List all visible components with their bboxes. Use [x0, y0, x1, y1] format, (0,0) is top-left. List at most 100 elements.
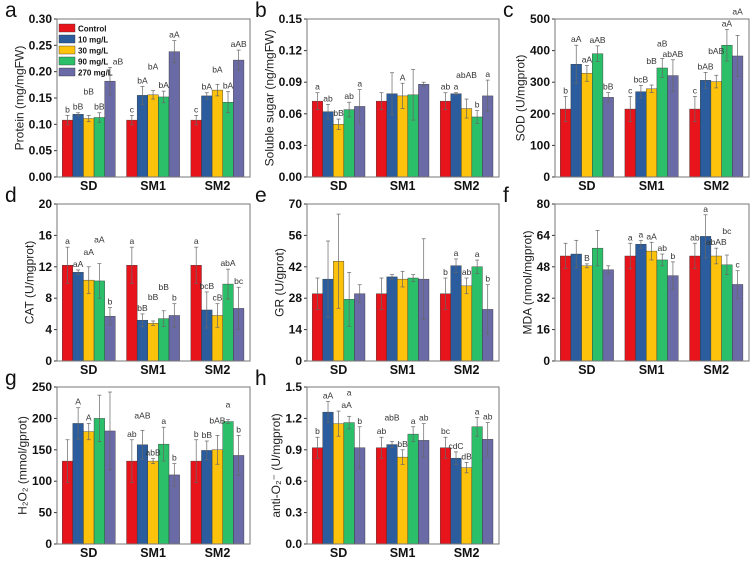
- bar-SM2-series-3: [471, 266, 483, 362]
- significance-label: bB: [333, 108, 344, 118]
- y-tick-label: 14: [289, 323, 303, 337]
- panel-letter: g: [5, 367, 17, 390]
- significance-label: b: [172, 453, 177, 463]
- y-axis-label: MDA (nmol/mgprot): [520, 230, 534, 334]
- significance-label: bc: [234, 276, 244, 286]
- significance-label: bB: [94, 102, 105, 112]
- significance-label: b: [357, 416, 362, 426]
- legend-label-2: 30 mg/L: [78, 47, 108, 56]
- significance-label: a: [357, 79, 362, 89]
- y-tick-label: 0.25: [29, 38, 53, 52]
- y-tick-label: 0: [45, 537, 52, 551]
- y-tick-label: 250: [32, 380, 52, 394]
- bar-SM2-series-0: [190, 119, 202, 178]
- y-tick-label: 16: [39, 228, 53, 242]
- bar-SM1-series-2: [397, 456, 409, 545]
- y-tick-label: 16: [537, 323, 551, 337]
- y-tick-label: 0.12: [279, 44, 303, 58]
- bar-SM2-series-0: [689, 255, 701, 362]
- significance-label: bA: [148, 62, 159, 72]
- significance-label: bA: [137, 75, 148, 85]
- group-label: SD: [578, 363, 595, 377]
- significance-label: b: [563, 85, 568, 95]
- significance-label: a: [628, 232, 633, 242]
- significance-label: aB: [113, 56, 124, 66]
- plot-frame: [56, 203, 251, 362]
- group-label: SM1: [140, 363, 166, 377]
- group-label: SM1: [390, 546, 416, 560]
- legend-label-3: 90 mg/L: [78, 58, 108, 67]
- bar-SD-series-4: [602, 97, 614, 178]
- significance-label: A: [86, 412, 92, 422]
- significance-label: bB: [202, 430, 213, 440]
- significance-label: bB: [73, 102, 84, 112]
- y-tick-label: 100: [530, 138, 550, 152]
- significance-label: a: [226, 400, 231, 410]
- significance-label: a: [161, 416, 166, 426]
- significance-label: ab: [377, 426, 387, 436]
- y-axis-label: Soluble sugar (ng/mgFW): [262, 30, 276, 167]
- y-tick-label: 8: [45, 291, 52, 305]
- significance-label: b: [108, 297, 113, 307]
- significance-label: b: [485, 274, 490, 284]
- significance-label: bA: [223, 81, 234, 91]
- group-label: SM2: [205, 363, 231, 377]
- y-tick-label: 100: [32, 474, 52, 488]
- significance-label: a: [194, 236, 199, 246]
- significance-label: bB: [603, 82, 614, 92]
- group-label: SM2: [703, 363, 729, 377]
- y-tick-label: 200: [32, 411, 52, 425]
- significance-label: b: [236, 424, 241, 434]
- panel-h: h 0.0 0.3 0.6 0.9 1.2 1.5 anti-O₂⁻ (U/mgprot) SD…: [255, 367, 500, 560]
- y-tick-label: 0.06: [279, 107, 303, 121]
- bar-SD-series-2: [581, 265, 593, 362]
- y-tick-label: 50: [39, 506, 53, 520]
- y-tick-label: 4: [45, 323, 52, 337]
- significance-label: c: [628, 85, 633, 95]
- significance-label: ab: [323, 93, 333, 103]
- significance-label: aA: [582, 54, 593, 64]
- bar-SM2-series-3: [471, 116, 483, 178]
- bar-SM2-series-2: [461, 108, 473, 178]
- significance-label: b: [671, 251, 676, 261]
- significance-label: ab: [658, 243, 668, 253]
- bar-SM1-series-3: [407, 277, 419, 362]
- group-label: SM1: [140, 179, 166, 193]
- y-tick-label: 0.0: [285, 537, 302, 551]
- significance-label: b: [65, 104, 70, 114]
- plot-frame: [554, 203, 750, 362]
- significance-label: bAB: [209, 415, 225, 425]
- panel-letter: a: [5, 0, 17, 22]
- y-axis-label: GR (U/gprot): [272, 248, 286, 317]
- bar-SD-series-2: [333, 423, 345, 545]
- bar-SM2-series-4: [233, 59, 245, 178]
- group-label: SM2: [205, 179, 231, 193]
- bar-SM1-series-1: [386, 444, 398, 545]
- significance-label: c: [735, 260, 740, 270]
- legend-swatch-1: [58, 34, 76, 44]
- significance-label: bB: [397, 439, 408, 449]
- significance-label: ab: [441, 82, 451, 92]
- bar-SD-series-1: [72, 423, 84, 545]
- bar-SM1-series-0: [375, 447, 387, 545]
- panel-g: g 0 50 100 150 200 250 H₂O₂ (mmol/gprot) SD AA SM1…: [5, 367, 251, 560]
- y-tick-label: 32: [537, 291, 551, 305]
- significance-label: aA: [84, 247, 95, 257]
- bar-SM1-series-0: [375, 100, 387, 178]
- y-tick-label: 0.00: [279, 170, 303, 184]
- significance-label: aAB: [590, 35, 606, 45]
- y-tick-label: 48: [537, 260, 551, 274]
- y-tick-label: 80: [537, 197, 551, 211]
- significance-label: bB: [646, 56, 657, 66]
- group-label: SM2: [703, 179, 729, 193]
- bar-SM2-series-3: [721, 45, 733, 178]
- panel-letter: e: [255, 184, 267, 207]
- y-tick-label: 12: [39, 260, 53, 274]
- group-label: SM1: [390, 363, 416, 377]
- significance-label: bc: [722, 226, 732, 236]
- significance-label: aAB: [231, 39, 247, 49]
- plot-frame: [306, 18, 500, 178]
- panel-a: a 0.00 0.05 0.10 0.15 0.20 0.25 0.30 Protein (mg…: [5, 0, 251, 193]
